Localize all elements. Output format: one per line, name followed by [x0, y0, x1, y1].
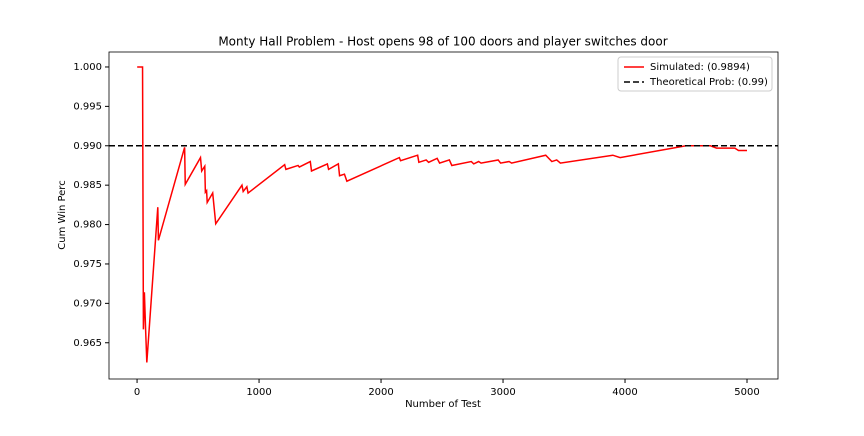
y-tick-label: 0.990	[73, 141, 102, 152]
data-line	[137, 66, 748, 363]
y-axis-label: Cum Win Perc	[57, 180, 68, 249]
x-tick-label: 3000	[490, 387, 515, 398]
legend-label: Theoretical Prob: (0.99)	[649, 77, 768, 88]
y-tick-label: 0.970	[73, 298, 102, 309]
legend-label: Simulated: (0.9894)	[650, 62, 750, 73]
y-tick-label: 0.985	[73, 180, 102, 191]
y-tick-label: 0.980	[73, 220, 102, 231]
y-tick-label: 0.995	[73, 101, 102, 112]
chart-title: Monty Hall Problem - Host opens 98 of 10…	[218, 35, 667, 49]
plot-frame	[108, 51, 779, 380]
y-tick-label: 1.000	[73, 62, 102, 73]
x-axis-label: Number of Test	[405, 399, 481, 410]
y-tick-label: 0.965	[73, 338, 102, 349]
x-tick-label: 5000	[734, 387, 759, 398]
legend-box	[617, 56, 773, 92]
x-tick-label: 2000	[368, 387, 393, 398]
x-tick-label: 1000	[246, 387, 271, 398]
x-tick-label: 4000	[612, 387, 637, 398]
y-tick-label: 0.975	[73, 259, 102, 270]
x-tick-label: 0	[134, 387, 140, 398]
